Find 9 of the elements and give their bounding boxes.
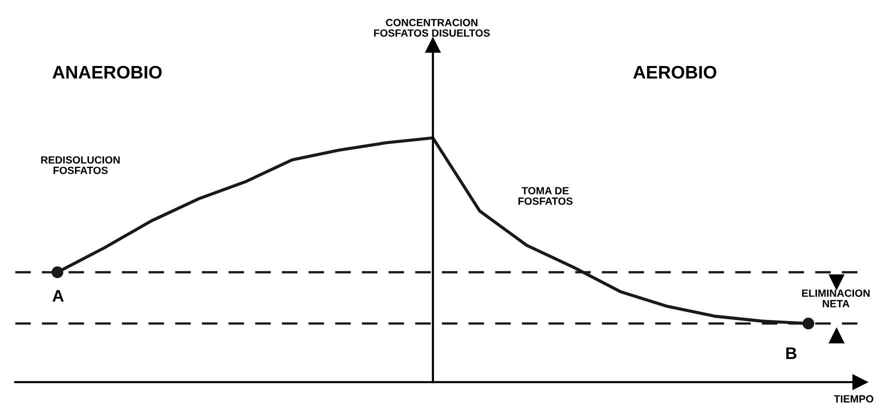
text: CONCENTRACION FOSFATOS DISUELTOS [374,18,490,37]
annotation: REDISOLUCION FOSFATOS [41,156,120,174]
text: AEROBIO [633,66,716,79]
annotation: B [786,347,796,359]
x-axis-title: TIEMPO [834,395,874,403]
text: ANAEROBIO [52,66,162,79]
annotation: TOMA DE FOSFATOS [518,186,573,205]
annotation: ELIMINACION NETA [802,289,870,308]
annotation: A [52,290,64,302]
